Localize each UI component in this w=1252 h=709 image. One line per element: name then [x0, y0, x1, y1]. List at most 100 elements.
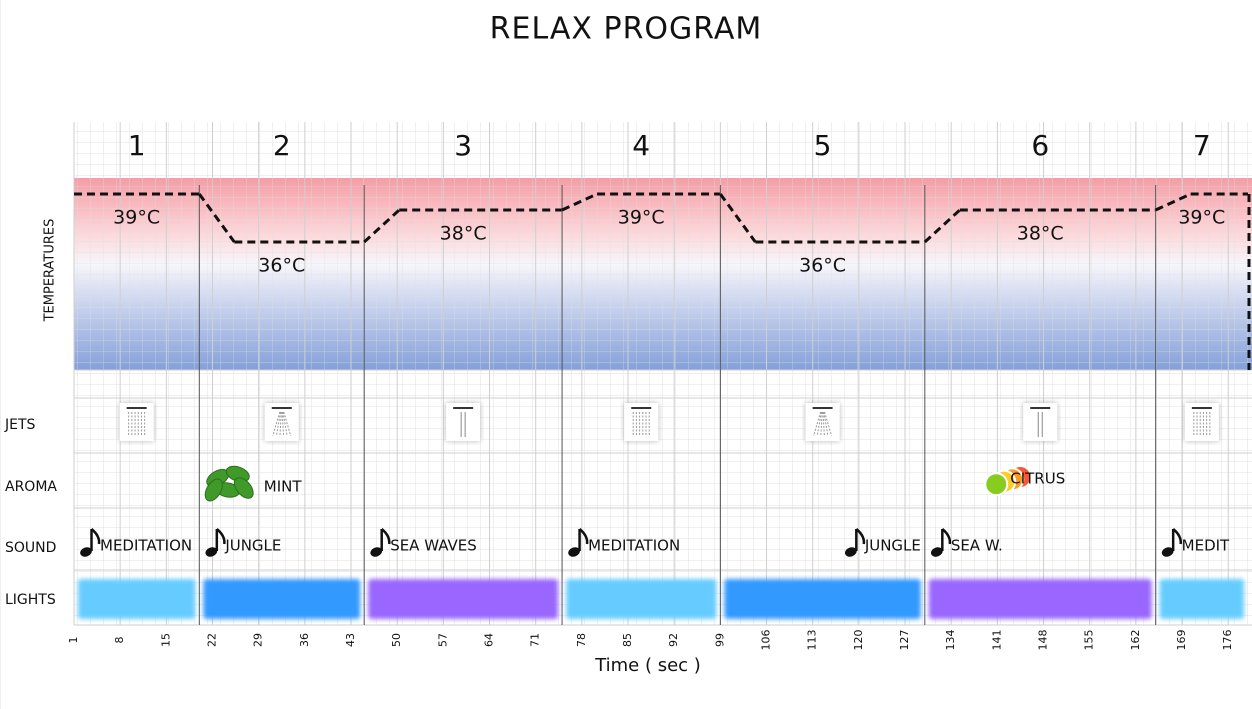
temperature-label: 36°C — [258, 255, 305, 277]
sound-label: JUNGLE — [224, 537, 281, 555]
x-tick-label: 106 — [760, 630, 773, 651]
note-head — [80, 547, 92, 557]
aroma-label: CITRUS — [1010, 470, 1065, 488]
light-bar — [368, 579, 559, 619]
phase-number: 2 — [273, 129, 291, 162]
x-tick-label: 85 — [621, 633, 634, 647]
jet-icon-box — [1023, 403, 1058, 441]
jet-stream — [820, 411, 823, 437]
jet-stream — [816, 411, 822, 437]
light-bar — [78, 579, 196, 619]
jet-stream — [282, 411, 288, 437]
jet-icon — [446, 403, 481, 441]
sound-label: SEA W. — [951, 537, 1003, 555]
note-head — [205, 547, 218, 557]
aroma-icon — [984, 465, 1033, 497]
note-head — [370, 547, 383, 557]
x-tick-label: 176 — [1221, 630, 1234, 651]
note-icon — [568, 528, 589, 557]
temperature-label: 39°C — [113, 207, 160, 229]
temperature-ramp — [719, 193, 757, 243]
note-icon — [1161, 528, 1183, 557]
row-label: AROMA — [5, 479, 57, 495]
temperature-ramp — [923, 208, 961, 244]
note-flag — [380, 528, 391, 545]
note-flag — [941, 528, 952, 545]
mint-leaf — [204, 478, 223, 502]
jet-stream — [813, 411, 822, 437]
citrus-slice — [984, 472, 1009, 497]
x-tick-label: 162 — [1129, 630, 1142, 651]
phase-number: 7 — [1193, 129, 1211, 162]
aroma-icon — [204, 465, 254, 502]
jet-icon — [624, 403, 659, 441]
note-flag — [855, 528, 866, 545]
temperature-label: 39°C — [618, 207, 665, 229]
temperature-ramp — [1155, 192, 1192, 212]
x-tick-label: 36 — [298, 633, 311, 647]
note-flag — [578, 528, 589, 545]
jet-icon-box — [446, 403, 481, 441]
light-bar — [928, 579, 1152, 619]
jet-icon — [1023, 403, 1058, 441]
row-label: JETS — [4, 417, 36, 433]
jet-stream — [822, 411, 825, 437]
note-flag — [215, 528, 226, 545]
temperature-ramp — [363, 208, 401, 244]
row-label: LIGHTS — [5, 592, 56, 608]
jet-icon — [805, 403, 840, 441]
x-tick-label: 8 — [113, 637, 126, 644]
light-bar — [724, 579, 921, 619]
x-tick-label: 22 — [206, 633, 219, 647]
x-tick-label: 15 — [159, 633, 172, 647]
x-tick-label: 113 — [806, 630, 819, 651]
x-tick-label: 141 — [990, 630, 1003, 651]
temperature-ramp — [198, 193, 236, 243]
x-tick-label: 29 — [252, 633, 265, 647]
temperature-label: 39°C — [1178, 207, 1225, 229]
jet-icon-box — [624, 403, 659, 441]
mint-leaf — [233, 477, 254, 499]
jet-icon — [264, 403, 299, 441]
x-tick-label: 43 — [344, 633, 357, 647]
light-bar — [203, 579, 361, 619]
x-tick-label: 120 — [852, 630, 865, 651]
note-head — [568, 547, 580, 557]
jet-icon-box — [264, 403, 299, 441]
jet-stream — [283, 411, 292, 437]
sound-label: MEDITATION — [100, 537, 192, 555]
temperature-ramp — [561, 192, 598, 212]
x-tick-label: 155 — [1083, 630, 1096, 651]
x-tick-label: 1 — [67, 637, 80, 644]
jet-icon — [1184, 403, 1219, 441]
x-axis-label: Time ( sec ) — [594, 655, 701, 676]
x-tick-label: 50 — [390, 633, 403, 647]
x-tick-label: 57 — [436, 633, 449, 647]
x-tick-label: 127 — [898, 630, 911, 651]
phase-number: 4 — [632, 129, 650, 162]
note-head — [930, 547, 943, 557]
x-tick-label: 64 — [483, 633, 496, 647]
x-tick-label: 99 — [713, 633, 726, 647]
jet-icon — [119, 403, 154, 441]
jet-stream — [824, 411, 833, 437]
x-tick-label: 92 — [667, 633, 680, 647]
note-flag — [1172, 528, 1183, 545]
note-icon — [370, 528, 391, 557]
jet-icon-box — [805, 403, 840, 441]
jet-icon-box — [119, 403, 154, 441]
row-label: TEMPERATURES — [43, 219, 58, 323]
x-tick-label: 148 — [1037, 630, 1050, 651]
aroma-label: MINT — [264, 478, 303, 496]
jet-icon-box — [1184, 403, 1219, 441]
note-icon — [205, 528, 226, 557]
phase-number: 5 — [814, 129, 832, 162]
jet-stream — [275, 411, 282, 437]
phase-number: 3 — [454, 129, 472, 162]
x-tick-label: 71 — [529, 633, 542, 647]
sound-label: MEDITATION — [588, 537, 680, 555]
x-tick-label: 169 — [1175, 630, 1188, 651]
x-tick-label: 78 — [575, 633, 588, 647]
note-icon — [930, 528, 952, 557]
row-separators — [74, 369, 1252, 626]
